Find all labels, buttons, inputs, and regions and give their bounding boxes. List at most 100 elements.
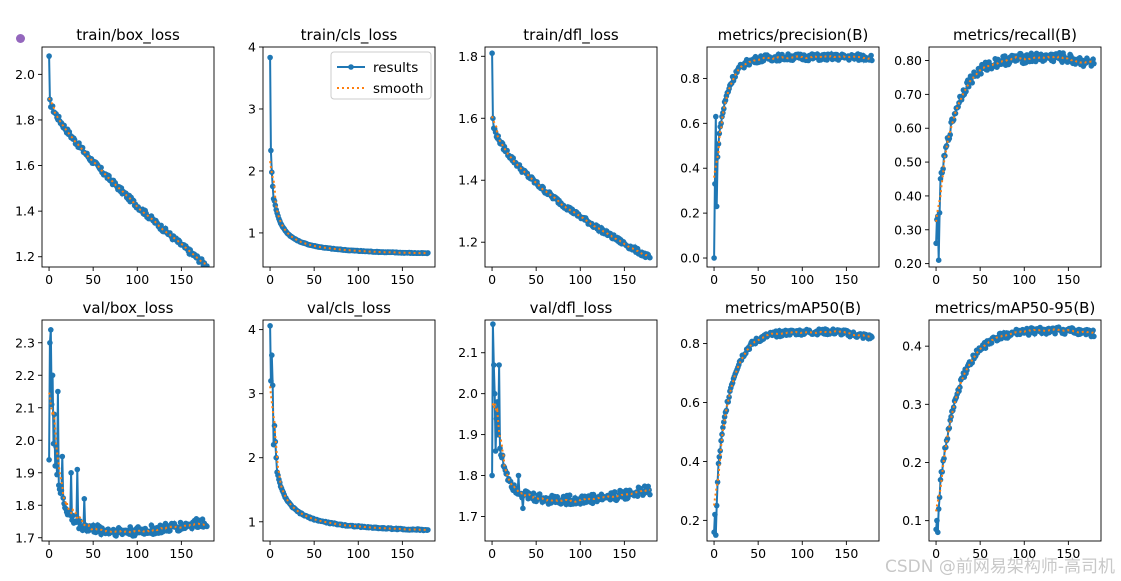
- legend-smooth-label: smooth: [373, 81, 424, 97]
- legend-results-label: results: [373, 60, 418, 76]
- results-point: [268, 378, 274, 384]
- results-point: [566, 492, 573, 499]
- chart-panel-0: 0 50 100 150 1.2 1.4 1.6 1.8 2.0 train/box_loss: [15, 26, 215, 287]
- y-tick-label: 3: [248, 101, 256, 116]
- results-point: [491, 390, 498, 397]
- x-tick-label: 0: [932, 272, 940, 287]
- x-tick-label: 50: [750, 272, 766, 287]
- results-point: [941, 455, 947, 462]
- results-point: [269, 382, 276, 389]
- results-point: [725, 399, 731, 405]
- results-point: [425, 527, 431, 533]
- results-point: [536, 491, 543, 497]
- results-point: [714, 479, 721, 485]
- results-point: [90, 522, 96, 529]
- smooth-line: [935, 328, 1095, 512]
- results-point: [492, 448, 499, 454]
- x-tick-label: 100: [125, 272, 149, 287]
- smooth-line: [269, 160, 428, 255]
- results-point: [634, 493, 641, 500]
- y-tick-label: 2: [248, 163, 256, 178]
- x-tick-label: 50: [85, 546, 101, 561]
- results-point: [530, 490, 537, 497]
- smooth-line: [713, 54, 872, 178]
- y-tick-label: 0.0: [680, 251, 700, 266]
- y-tick-label: 0.6: [680, 395, 700, 410]
- results-point: [937, 176, 944, 182]
- y-tick-label: 0.40: [894, 188, 922, 203]
- x-tick-label: 0: [45, 272, 53, 287]
- results-point: [55, 388, 61, 395]
- x-tick-label: 50: [528, 546, 544, 561]
- y-tick-label: 1: [248, 225, 256, 240]
- x-tick-label: 100: [790, 546, 814, 561]
- results-point: [934, 517, 940, 524]
- results-point: [869, 57, 875, 64]
- results-point: [554, 494, 561, 500]
- results-point: [713, 502, 720, 509]
- results-point: [113, 533, 119, 539]
- y-tick-label: 0.3: [902, 397, 922, 412]
- x-tick-label: 0: [710, 546, 718, 561]
- chart-panel-6: 0 50 100 150 1 2 3 4 val/cls_loss: [248, 299, 436, 561]
- x-tick-label: 100: [790, 272, 814, 287]
- y-tick-label: 2.0: [458, 386, 478, 401]
- y-tick-label: 0.8: [680, 336, 700, 351]
- x-tick-label: 100: [1012, 546, 1036, 561]
- y-tick-label: 1.2: [458, 235, 478, 250]
- results-point: [988, 340, 995, 346]
- axes-frame: [41, 46, 215, 268]
- chart-title: metrics/mAP50-95(B): [935, 299, 1096, 317]
- x-tick-label: 0: [266, 546, 274, 561]
- results-point: [267, 323, 273, 329]
- results-point: [869, 334, 875, 341]
- results-point: [713, 113, 719, 120]
- smooth-line: [269, 386, 428, 531]
- results-point: [81, 496, 88, 502]
- x-tick-label: 100: [568, 546, 592, 561]
- axes-frame: [262, 319, 436, 542]
- y-tick-label: 0.2: [680, 206, 700, 221]
- y-tick-label: 0.1: [902, 513, 922, 528]
- results-point: [489, 472, 495, 479]
- y-tick-label: 1.8: [458, 49, 478, 64]
- results-line: [269, 325, 429, 532]
- y-tick-label: 1.4: [458, 173, 478, 188]
- results-point: [54, 471, 60, 478]
- results-point: [510, 155, 516, 161]
- results-point: [98, 164, 104, 171]
- x-tick-label: 150: [1056, 272, 1080, 287]
- y-tick-label: 1.7: [15, 530, 35, 545]
- y-tick-label: 3: [248, 386, 256, 401]
- y-tick-label: 2.0: [15, 67, 35, 82]
- y-tick-label: 1.8: [15, 498, 35, 513]
- y-tick-label: 0.20: [894, 256, 922, 271]
- axes-frame: [262, 46, 436, 268]
- y-tick-label: 0.80: [894, 53, 922, 68]
- smooth-line: [491, 116, 651, 257]
- results-point: [712, 181, 718, 187]
- results-point: [520, 505, 526, 512]
- smooth-line: [935, 55, 1095, 222]
- x-tick-label: 50: [85, 272, 101, 287]
- results-point: [494, 399, 501, 405]
- y-tick-label: 2: [248, 450, 256, 465]
- results-point: [935, 529, 941, 536]
- results-point: [74, 466, 81, 473]
- results-point: [933, 240, 939, 247]
- y-tick-label: 0.2: [680, 513, 700, 528]
- x-tick-label: 100: [346, 546, 370, 561]
- chart-title: train/box_loss: [76, 26, 180, 45]
- results-point: [268, 147, 274, 154]
- results-line: [48, 329, 208, 539]
- x-tick-label: 100: [346, 272, 370, 287]
- results-point: [77, 518, 83, 524]
- watermark: CSDN @前网易架构师-高司机: [884, 557, 1115, 577]
- x-tick-label: 150: [612, 546, 636, 561]
- chart-panel-2: 0 50 100 150 1.2 1.4 1.6 1.8 train/dfl_loss: [458, 26, 658, 287]
- y-tick-label: 4: [248, 322, 256, 337]
- chart-title: val/cls_loss: [307, 299, 391, 318]
- smooth-line: [48, 97, 208, 266]
- x-tick-label: 50: [528, 272, 544, 287]
- results-point: [713, 203, 720, 210]
